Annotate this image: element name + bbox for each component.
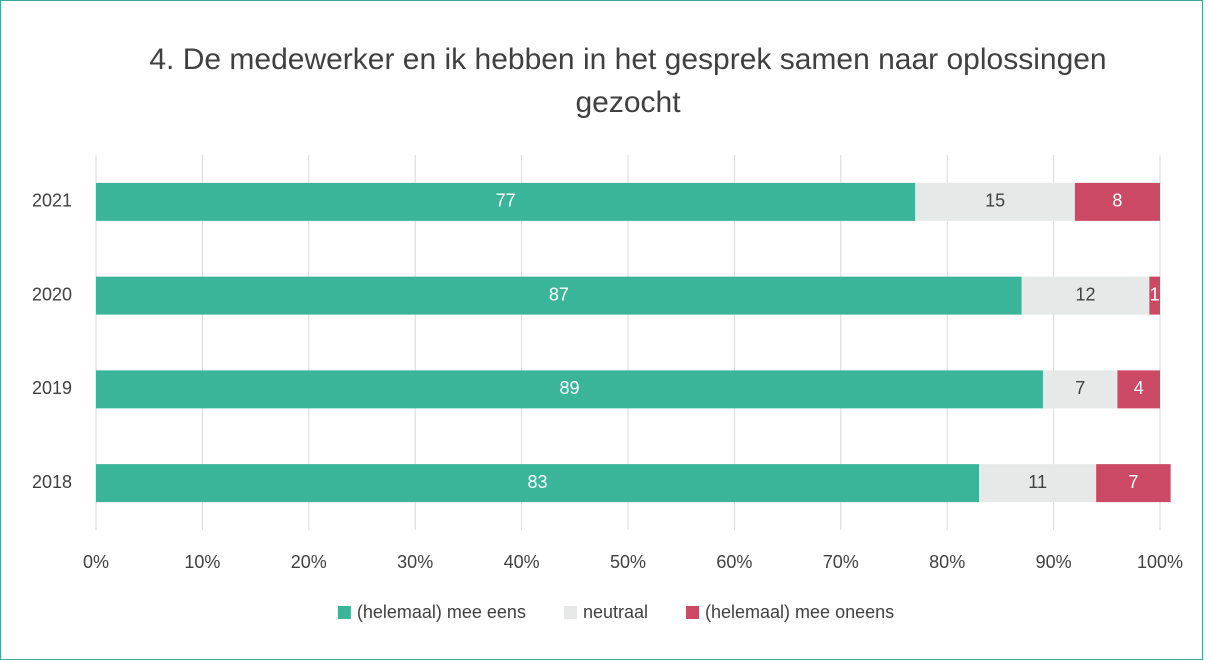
bar-segment: [1096, 464, 1171, 503]
data-label: 7: [1075, 378, 1085, 398]
legend-swatch: [686, 606, 700, 619]
bar-segment: [1074, 182, 1160, 221]
data-label: 89: [559, 378, 579, 398]
legend-label: (helemaal) mee oneens: [705, 602, 894, 622]
data-label: 1: [1150, 284, 1160, 304]
bar-segment: [979, 464, 1097, 503]
data-label: 8: [1112, 191, 1122, 211]
x-tick-label: 0%: [83, 552, 109, 572]
data-label: 87: [549, 284, 569, 304]
legend-swatch: [563, 606, 577, 619]
bar-segment: [1021, 276, 1150, 315]
x-tick-label: 70%: [823, 552, 859, 572]
legend-label: neutraal: [583, 602, 648, 622]
x-tick-label: 90%: [1036, 552, 1072, 572]
bar-segment: [96, 370, 1043, 409]
bar-segment: [1042, 370, 1118, 409]
data-label: 12: [1076, 284, 1096, 304]
bar-segment: [96, 276, 1022, 315]
x-tick-label: 60%: [716, 552, 752, 572]
legend-swatch: [337, 606, 351, 619]
bar-segment: [96, 182, 916, 221]
y-tick-label: 2019: [32, 378, 72, 398]
y-tick-label: 2020: [32, 284, 72, 304]
x-tick-label: 30%: [397, 552, 433, 572]
x-tick-label: 50%: [610, 552, 646, 572]
bar-segment: [96, 464, 980, 503]
x-tick-label: 40%: [504, 552, 540, 572]
bar-segment: [915, 182, 1075, 221]
chart-title: 4. De medewerker en ik hebben in het ges…: [149, 43, 1107, 119]
x-tick-label: 80%: [929, 552, 965, 572]
chart: 0% 10% 20% 30% 40% 50% 60% 70% 80% 90% 100%2021 77 1…: [32, 155, 1183, 622]
y-tick-label: 2021: [32, 191, 72, 211]
data-label: 15: [985, 191, 1005, 211]
x-tick-label: 20%: [291, 552, 327, 572]
data-label: 4: [1134, 378, 1144, 398]
data-label: 7: [1128, 472, 1138, 492]
bar-segment: [1149, 276, 1160, 315]
x-tick-label: 100%: [1137, 552, 1183, 572]
legend-label: (helemaal) mee eens: [357, 602, 526, 622]
data-label: 77: [496, 191, 516, 211]
bar-segment: [1117, 370, 1160, 409]
data-label: 83: [528, 472, 548, 492]
y-tick-label: 2018: [32, 472, 72, 492]
x-tick-label: 10%: [184, 552, 220, 572]
data-label: 11: [1028, 472, 1047, 492]
